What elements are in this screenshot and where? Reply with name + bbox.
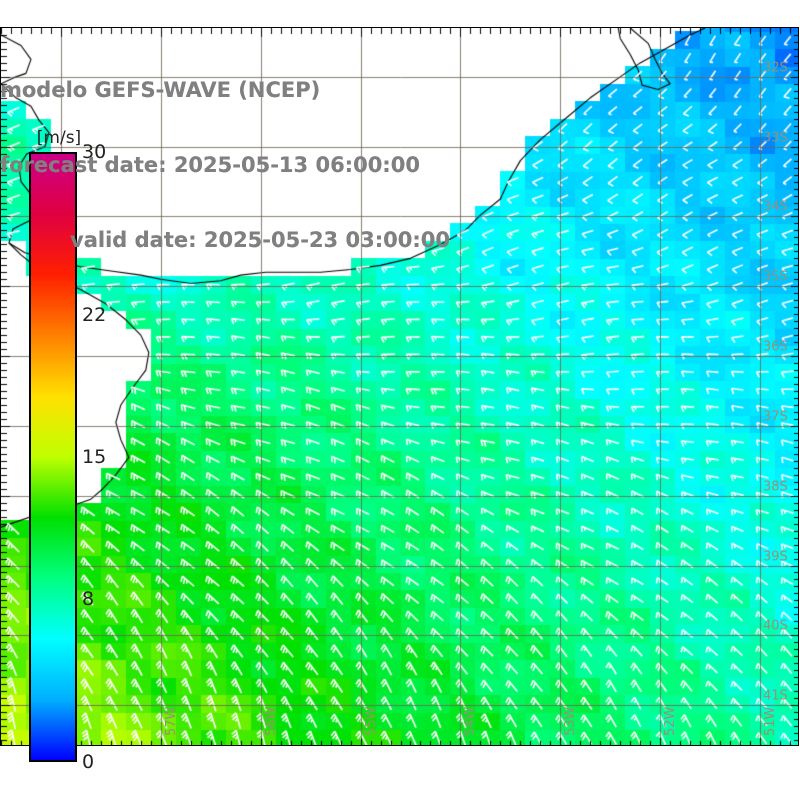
colorbar[interactable] [29,152,77,762]
latitude-label-37S: 37S [763,409,788,425]
longitude-label-53W: 53W [563,706,579,736]
latitude-label-40S: 40S [763,618,788,634]
colorbar-tick-0: 0 [82,751,95,773]
latitude-label-35S: 35S [763,269,788,285]
latitude-label-39S: 39S [763,549,788,564]
colorbar-tick-22: 22 [82,303,107,326]
longitude-label-54W: 54W [463,706,479,736]
latitude-label-32S: 32S [763,60,788,76]
latitude-label-41S: 41S [763,688,788,704]
colorbar-tick-30: 30 [82,141,107,163]
longitude-label-56W: 56W [263,706,279,736]
colorbar-tick-15: 15 [82,446,107,468]
longitude-label-55W: 55W [363,706,379,736]
latitude-label-33S: 33S [763,130,788,146]
latitude-label-38S: 38S [763,479,788,495]
graticule-grid-layer [1,28,798,745]
colorbar-tick-8: 8 [82,588,95,611]
latitude-label-34S: 34S [763,199,788,215]
colorbar-gradient [29,152,77,762]
longitude-label-52W: 52W [663,706,679,736]
latitude-label-36S: 36S [763,339,788,355]
map-plot-area[interactable] [0,27,799,746]
longitude-label-51W: 51W [763,706,779,736]
colorbar-unit-label: [m/s] [36,128,82,148]
longitude-label-57W: 57W [163,706,179,736]
map-clip [1,28,798,745]
